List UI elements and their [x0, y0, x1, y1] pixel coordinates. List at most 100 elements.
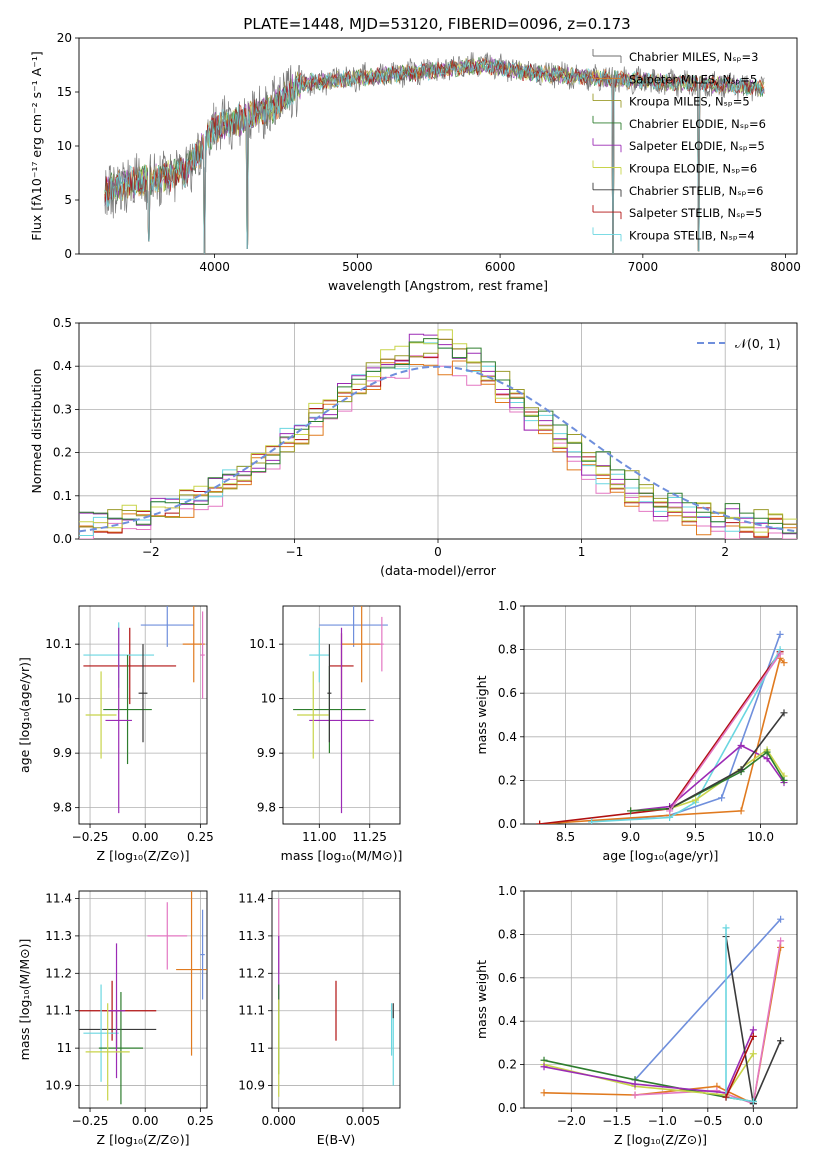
series-line: [668, 653, 781, 812]
data-point: [777, 915, 785, 923]
x-tick-label: 9.5: [686, 830, 705, 844]
x-tick-label: 0.0: [744, 1114, 763, 1128]
data-point: [540, 1089, 548, 1097]
y-tick-label: 5: [64, 193, 72, 207]
data-point: [780, 776, 788, 784]
y-tick-label: 0.2: [498, 773, 517, 787]
x-axis-label: mass [log₁₀(M/M⊙)]: [281, 848, 403, 863]
x-tick-label: −2.0: [557, 1114, 586, 1128]
x-tick-label: −2: [142, 545, 160, 559]
y-axis-label: Flux [fλ10⁻¹⁷ erg cm⁻² s⁻¹ A⁻¹]: [29, 51, 44, 240]
data-point: [777, 937, 785, 945]
data-point: [780, 709, 788, 717]
x-tick-label: 2: [721, 545, 729, 559]
x-tick-label: −1: [286, 545, 304, 559]
y-tick-label: 10.1: [249, 637, 276, 651]
axes-frame: [523, 890, 798, 1109]
data-point: [749, 1097, 757, 1105]
series-line: [591, 649, 781, 823]
series-line: [725, 1036, 755, 1098]
series-line: [634, 940, 782, 1105]
y-tick-label: 0.6: [498, 971, 517, 985]
y-tick-label: 11.3: [238, 929, 265, 943]
legend-label: Salpeter ELODIE, Nₛₚ=5: [629, 139, 765, 153]
data-point: [718, 794, 726, 802]
y-tick-label: 20: [57, 31, 72, 45]
legend-label: Salpeter STELIB, Nₛₚ=5: [629, 206, 762, 220]
y-tick-label: 0.4: [498, 730, 517, 744]
x-tick-label: 8.5: [556, 830, 575, 844]
y-tick-label: 11: [250, 1041, 265, 1055]
legend-label: Salpeter MILES, Nₛₚ=5: [629, 72, 757, 86]
y-tick-label: 10.9: [45, 1079, 72, 1093]
y-tick-label: 9.9: [53, 746, 72, 760]
legend-label: 𝒩(0, 1): [735, 336, 781, 351]
y-tick-label: 10: [57, 139, 72, 153]
y-tick-label: 0.2: [498, 1058, 517, 1072]
axes-frame: [78, 890, 208, 1109]
x-tick-label: 0.00: [132, 830, 159, 844]
y-tick-label: 11.4: [238, 891, 265, 905]
y-tick-label: 1.0: [498, 599, 517, 613]
x-tick-label: 6000: [485, 260, 516, 274]
x-tick-label: −0.5: [693, 1114, 722, 1128]
data-point: [763, 755, 771, 763]
y-axis-label: Normed distribution: [29, 369, 44, 494]
y-tick-label: 10: [57, 692, 72, 706]
y-tick-label: 0: [64, 247, 72, 261]
histogram-step: [79, 329, 797, 533]
panel-mass-vs-Z: −0.25 0.00 0.25 10.9 11 11.1 11.2 11.3 11.4 Z [lo…: [17, 890, 214, 1147]
figure-title: PLATE=1448, MJD=53120, FIBERID=0096, z=0…: [243, 15, 630, 33]
y-tick-label: 11.1: [238, 1004, 265, 1018]
data-point: [763, 748, 771, 756]
series-line: [539, 656, 785, 824]
y-tick-label: 9.8: [257, 801, 276, 815]
x-axis-label: Z [log₁₀(Z/Z⊙)]: [97, 1132, 190, 1147]
axes-frame: [78, 605, 208, 825]
x-tick-label: 4000: [199, 260, 230, 274]
legend-label: Chabrier STELIB, Nₛₚ=6: [629, 184, 763, 198]
panel-mass-vs-ebv: 0.000 0.005 10.9 11 11.1 11.2 11.3 11.4 E(B-V): [238, 890, 401, 1147]
data-point: [722, 1093, 730, 1101]
y-tick-label: 9.9: [257, 746, 276, 760]
data-point: [749, 1026, 757, 1034]
y-tick-label: 0.4: [53, 359, 72, 373]
plot-area-age-vs-Z: [83, 606, 205, 814]
x-axis-label: age [log₁₀(age/yr)]: [603, 848, 719, 863]
data-point: [540, 1063, 548, 1071]
data-point: [780, 659, 788, 667]
y-tick-label: 10.1: [45, 637, 72, 651]
y-tick-label: 10.9: [238, 1079, 265, 1093]
y-tick-label: 0.0: [498, 817, 517, 831]
data-point: [627, 807, 635, 815]
x-axis-label: (data-model)/error: [380, 563, 497, 578]
y-tick-label: 11: [57, 1041, 72, 1055]
y-tick-label: 0.4: [498, 1014, 517, 1028]
plot-area-massweight-vs-Z: [540, 915, 785, 1108]
x-tick-label: 0.005: [346, 1114, 380, 1128]
y-axis-label: mass weight: [474, 960, 489, 1039]
series-line: [634, 918, 782, 1081]
histogram-step: [79, 355, 797, 539]
data-point: [631, 1080, 639, 1088]
x-tick-label: −1.5: [602, 1114, 631, 1128]
x-tick-label: −0.25: [72, 830, 109, 844]
x-tick-label: −1.0: [648, 1114, 677, 1128]
data-point: [737, 807, 745, 815]
x-tick-label: −0.25: [72, 1114, 109, 1128]
x-tick-label: 10.0: [747, 830, 774, 844]
data-point: [776, 650, 784, 658]
y-axis-label: mass weight: [474, 675, 489, 754]
y-tick-label: 0.1: [53, 489, 72, 503]
y-tick-label: 11.3: [45, 929, 72, 943]
y-tick-label: 1.0: [498, 884, 517, 898]
y-tick-label: 9.8: [53, 801, 72, 815]
x-tick-label: 7000: [628, 260, 659, 274]
panel-age-vs-Z: −0.25 0.00 0.25 9.8 9.9 10 10.1 Z [log₁₀(Z/Z⊙)]…: [17, 605, 214, 863]
x-axis-label: wavelength [Angstrom, rest frame]: [328, 278, 548, 293]
series-line: [543, 1029, 755, 1094]
y-tick-label: 0.8: [498, 643, 517, 657]
legend: Chabrier MILES, Nₛₚ=3 Salpeter MILES, Nₛₚ…: [592, 49, 766, 242]
histogram-step: [79, 360, 797, 537]
y-axis-label: mass [log₁₀(M/M⊙)]: [17, 939, 32, 1061]
